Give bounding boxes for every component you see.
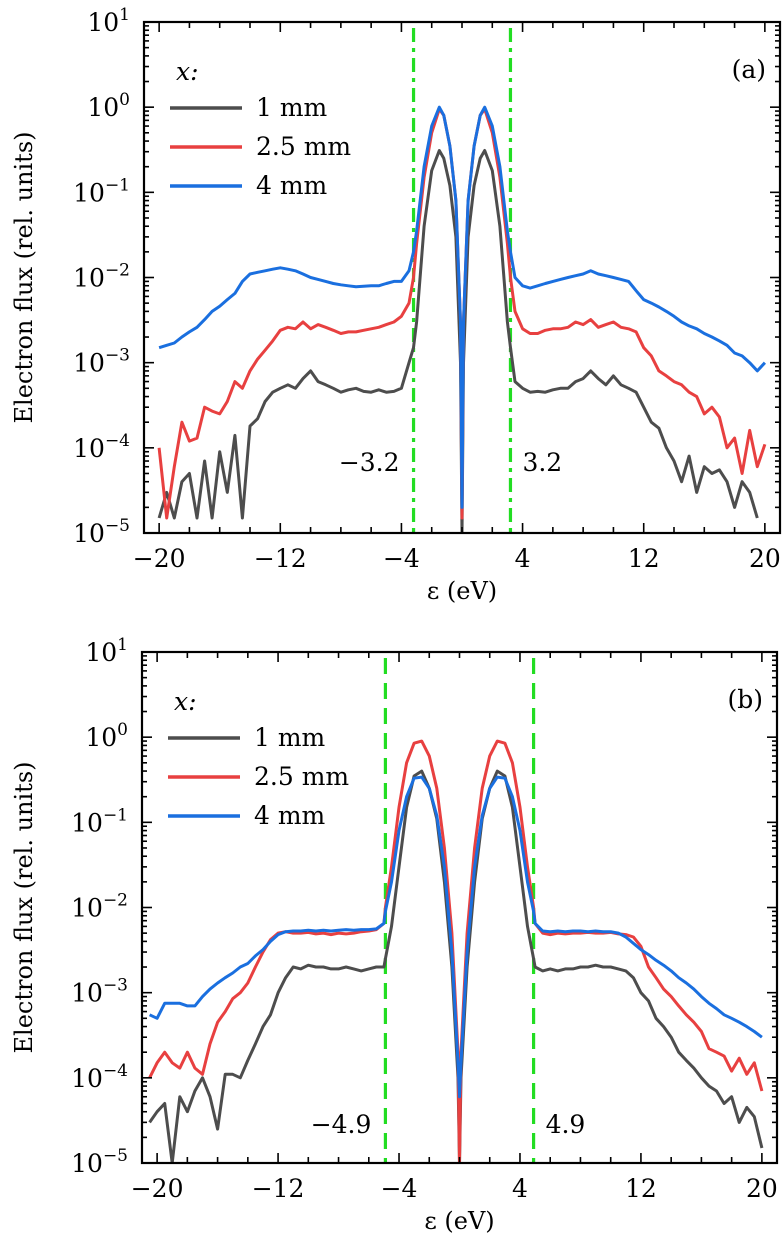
panel-b: −4.9 4.9 −20 −12 −4 4 12 20 10−5 10−4 10−3 10−2 10−1…	[10, 635, 779, 1235]
x-axis-label: ε (eV)	[427, 577, 497, 605]
legend-label: 1 mm	[256, 93, 328, 122]
y-axis-label: Electron flux (rel. units)	[10, 131, 38, 423]
legend-label: 1 mm	[254, 723, 326, 752]
panel-a: −3.2 3.2 −20 −12 −4 4 12 20 10−5 10−4 10−3 10−2 10−1…	[10, 5, 782, 605]
y-tick-label: 10−4	[73, 431, 130, 463]
x-tick-label: 12	[628, 544, 660, 573]
threshold-label: −3.2	[339, 448, 400, 477]
x-tick-label: 12	[625, 1174, 657, 1203]
x-axis-label: ε (eV)	[424, 1207, 494, 1235]
legend-label: 4 mm	[256, 171, 328, 200]
threshold-label: −4.9	[311, 1110, 372, 1139]
panel-label: (a)	[732, 55, 766, 84]
legend-item: 1 mm	[168, 723, 326, 752]
y-tick-label: 10−2	[73, 261, 130, 293]
x-tick-label: −12	[252, 1174, 305, 1203]
legend-title: x:	[176, 57, 199, 86]
y-axis-label: Electron flux (rel. units)	[10, 761, 38, 1053]
legend-item: 2.5 mm	[168, 762, 349, 791]
legend-item: 4 mm	[170, 171, 328, 200]
y-tick-label: 10−5	[73, 516, 130, 548]
y-tick-label: 10−1	[73, 175, 130, 207]
x-tick-label: −20	[133, 544, 186, 573]
x-tick-label: 20	[746, 1174, 778, 1203]
x-tick-label: −20	[131, 1174, 184, 1203]
x-tick-label: 4	[515, 544, 531, 573]
x-tick-label: 20	[749, 544, 781, 573]
threshold-label: 3.2	[522, 448, 562, 477]
series-line-4-mm	[158, 105, 767, 509]
x-tick-label: −4	[383, 544, 420, 573]
x-tick-label: 4	[512, 1174, 528, 1203]
y-tick-label: 10−3	[73, 346, 130, 378]
legend-title: x:	[174, 687, 197, 716]
legend-item: 2.5 mm	[170, 132, 351, 161]
series-line-1-mm	[157, 149, 759, 533]
legend-item: 4 mm	[168, 801, 326, 830]
x-tick-label: −4	[381, 1174, 418, 1203]
series-line-2-5-mm	[157, 107, 767, 520]
y-tick-label: 10−2	[71, 891, 128, 923]
legend-label: 2.5 mm	[256, 132, 351, 161]
panel-label: (b)	[727, 685, 763, 714]
y-tick-label: 101	[87, 5, 130, 37]
y-tick-label: 100	[85, 720, 128, 752]
legend-label: 4 mm	[254, 801, 326, 830]
y-tick-label: 10−5	[71, 1146, 128, 1178]
y-tick-label: 101	[85, 635, 128, 667]
legend-label: 2.5 mm	[254, 762, 349, 791]
y-tick-label: 10−4	[71, 1061, 128, 1093]
x-tick-label: −12	[254, 544, 307, 573]
legend-item: 1 mm	[170, 93, 328, 122]
y-tick-label: 10−1	[71, 805, 128, 837]
threshold-label: 4.9	[546, 1110, 586, 1139]
y-tick-label: 100	[87, 90, 130, 122]
series-line-4-mm	[148, 775, 763, 1099]
series-line-2-5-mm	[148, 739, 764, 1163]
y-tick-label: 10−3	[71, 976, 128, 1008]
